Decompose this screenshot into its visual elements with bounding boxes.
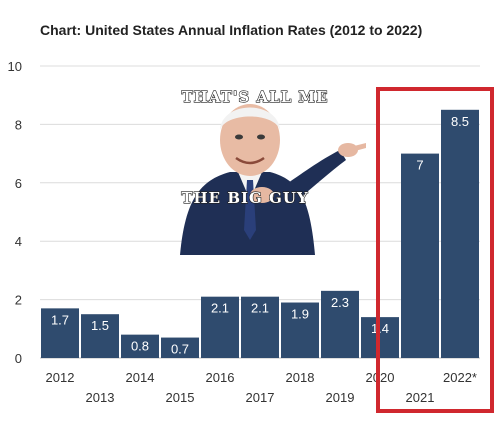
bar-2021 bbox=[401, 154, 439, 358]
data-label-2019: 2.3 bbox=[331, 295, 349, 310]
meme-caption-bottom: THE BIG GUY bbox=[181, 189, 308, 207]
data-label-2012: 1.7 bbox=[51, 312, 69, 327]
y-tick-label: 2 bbox=[15, 293, 22, 308]
bar-2022* bbox=[441, 110, 479, 358]
data-label-2022*: 8.5 bbox=[451, 114, 469, 129]
y-tick-label: 0 bbox=[15, 351, 22, 366]
y-tick-label: 10 bbox=[8, 59, 22, 74]
x-tick-label-2022*: 2022* bbox=[443, 370, 477, 385]
x-tick-label-2017: 2017 bbox=[246, 390, 275, 405]
data-label-2014: 0.8 bbox=[131, 339, 149, 354]
data-label-2021: 7 bbox=[416, 158, 423, 173]
pointing-man-image bbox=[180, 104, 366, 255]
data-label-2016: 2.1 bbox=[211, 301, 229, 316]
x-tick-label-2016: 2016 bbox=[206, 370, 235, 385]
y-tick-label: 4 bbox=[15, 234, 22, 249]
data-label-2015: 0.7 bbox=[171, 342, 189, 357]
x-tick-label-2013: 2013 bbox=[86, 390, 115, 405]
y-axis-ticks: 0 2 4 6 8 10 bbox=[8, 59, 22, 366]
y-tick-label: 6 bbox=[15, 176, 22, 191]
data-label-2017: 2.1 bbox=[251, 301, 269, 316]
y-tick-label: 8 bbox=[15, 117, 22, 132]
meme-overlay: THAT'S ALL ME THE BIG GUY bbox=[180, 88, 366, 255]
data-label-2018: 1.9 bbox=[291, 307, 309, 322]
x-tick-label-2015: 2015 bbox=[166, 390, 195, 405]
x-tick-label-2018: 2018 bbox=[286, 370, 315, 385]
x-tick-label-2021: 2021 bbox=[406, 390, 435, 405]
data-label-2013: 1.5 bbox=[91, 318, 109, 333]
x-tick-label-2019: 2019 bbox=[326, 390, 355, 405]
x-tick-label-2014: 2014 bbox=[126, 370, 155, 385]
x-tick-label-2012: 2012 bbox=[46, 370, 75, 385]
meme-caption-top: THAT'S ALL ME bbox=[182, 88, 329, 106]
x-axis-ticks: 2012201320142015201620172018201920202021… bbox=[46, 370, 477, 405]
